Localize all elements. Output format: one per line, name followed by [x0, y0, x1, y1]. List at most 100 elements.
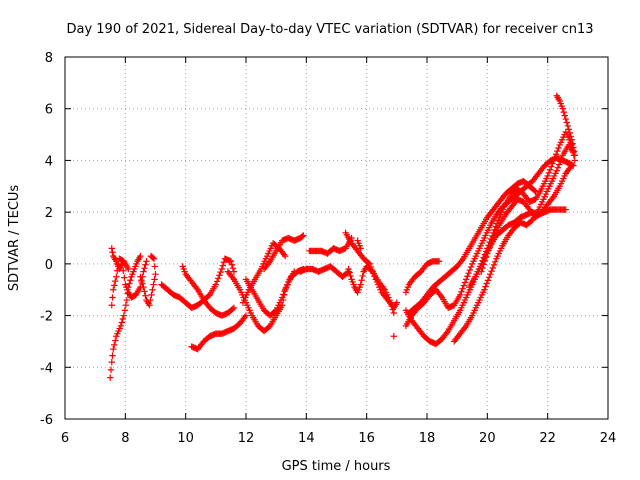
data-point	[217, 268, 224, 276]
data-point	[112, 277, 119, 285]
data-point	[117, 322, 125, 330]
data-point	[140, 283, 147, 291]
y-tick-label: -4	[40, 361, 53, 376]
data-point	[552, 151, 560, 158]
data-point	[531, 187, 538, 194]
data-point	[121, 307, 129, 314]
y-tick-label: 4	[45, 154, 53, 169]
data-point	[546, 166, 554, 173]
data-point	[570, 144, 577, 151]
data-point	[218, 265, 226, 273]
data-point	[467, 263, 475, 271]
data-point	[107, 374, 114, 381]
data-point	[107, 366, 115, 374]
data-point	[140, 268, 147, 275]
data-point	[557, 158, 564, 165]
data-point	[466, 266, 474, 274]
data-point	[120, 267, 127, 274]
data-point	[550, 157, 557, 164]
data-point	[229, 264, 237, 272]
data-point	[482, 253, 490, 261]
data-point	[435, 258, 443, 265]
data-point	[283, 281, 291, 289]
x-tick-label: 14	[298, 431, 315, 446]
data-point	[487, 271, 494, 278]
data-point	[487, 241, 495, 248]
data-point	[390, 333, 398, 340]
data-point	[563, 119, 570, 126]
data-point	[139, 280, 146, 287]
data-point	[491, 258, 499, 265]
data-point	[461, 279, 469, 286]
series-trace-o	[342, 229, 401, 312]
data-point	[393, 299, 401, 306]
data-point	[465, 269, 472, 277]
series-trace-d	[137, 252, 159, 309]
series-trace-r	[402, 206, 569, 348]
data-point	[279, 294, 286, 301]
data-point	[366, 260, 373, 268]
x-tick-label: 24	[600, 431, 617, 446]
data-point	[142, 292, 149, 299]
data-point	[142, 261, 149, 268]
x-tick-label: 20	[479, 431, 496, 446]
data-point	[230, 268, 238, 275]
data-point	[271, 308, 279, 315]
series-trace-j	[239, 239, 289, 306]
data-point	[484, 250, 491, 257]
data-point	[484, 277, 492, 284]
data-point	[148, 291, 155, 299]
series-trace-u	[405, 177, 539, 317]
data-points	[107, 92, 579, 381]
data-point	[108, 358, 115, 366]
data-point	[489, 264, 496, 272]
data-point	[562, 115, 569, 123]
data-point	[481, 286, 488, 293]
data-point	[490, 261, 498, 269]
data-point	[118, 319, 126, 326]
data-point	[126, 280, 133, 287]
data-point	[137, 252, 144, 260]
data-point	[282, 252, 289, 260]
data-point	[108, 302, 115, 309]
data-point	[281, 288, 288, 295]
data-point	[459, 285, 466, 292]
x-tick-label: 22	[539, 431, 556, 446]
series-trace-q	[390, 333, 398, 340]
y-axis-label: SDTVAR / TECUs	[7, 185, 22, 292]
data-point	[357, 281, 364, 288]
data-point	[148, 253, 156, 261]
data-point	[544, 172, 551, 180]
data-point	[568, 162, 575, 169]
data-point	[371, 273, 378, 280]
series-trace-p	[354, 237, 364, 252]
chart-title: Day 190 of 2021, Sidereal Day-to-day VTE…	[66, 22, 593, 37]
data-point	[149, 286, 156, 293]
series-trace-l	[297, 263, 352, 280]
data-point	[483, 280, 490, 287]
data-point	[151, 263, 158, 270]
data-point	[151, 276, 158, 283]
data-point	[486, 244, 493, 251]
data-point	[213, 278, 221, 285]
data-point	[479, 264, 486, 272]
data-point	[554, 147, 561, 155]
data-point	[570, 148, 578, 155]
data-point	[111, 282, 118, 289]
data-point	[569, 140, 576, 147]
data-point	[368, 266, 376, 274]
data-point	[219, 262, 227, 269]
data-point	[111, 341, 118, 349]
data-point	[119, 315, 127, 323]
data-point	[152, 271, 159, 278]
data-point	[141, 288, 148, 295]
plot-frame	[64, 56, 609, 420]
data-point	[545, 169, 553, 177]
data-point	[109, 352, 116, 359]
data-point	[566, 129, 573, 137]
data-point	[227, 258, 235, 265]
y-tick-label: -6	[40, 413, 53, 428]
data-point	[143, 258, 150, 265]
x-tick-label: 12	[238, 431, 255, 446]
